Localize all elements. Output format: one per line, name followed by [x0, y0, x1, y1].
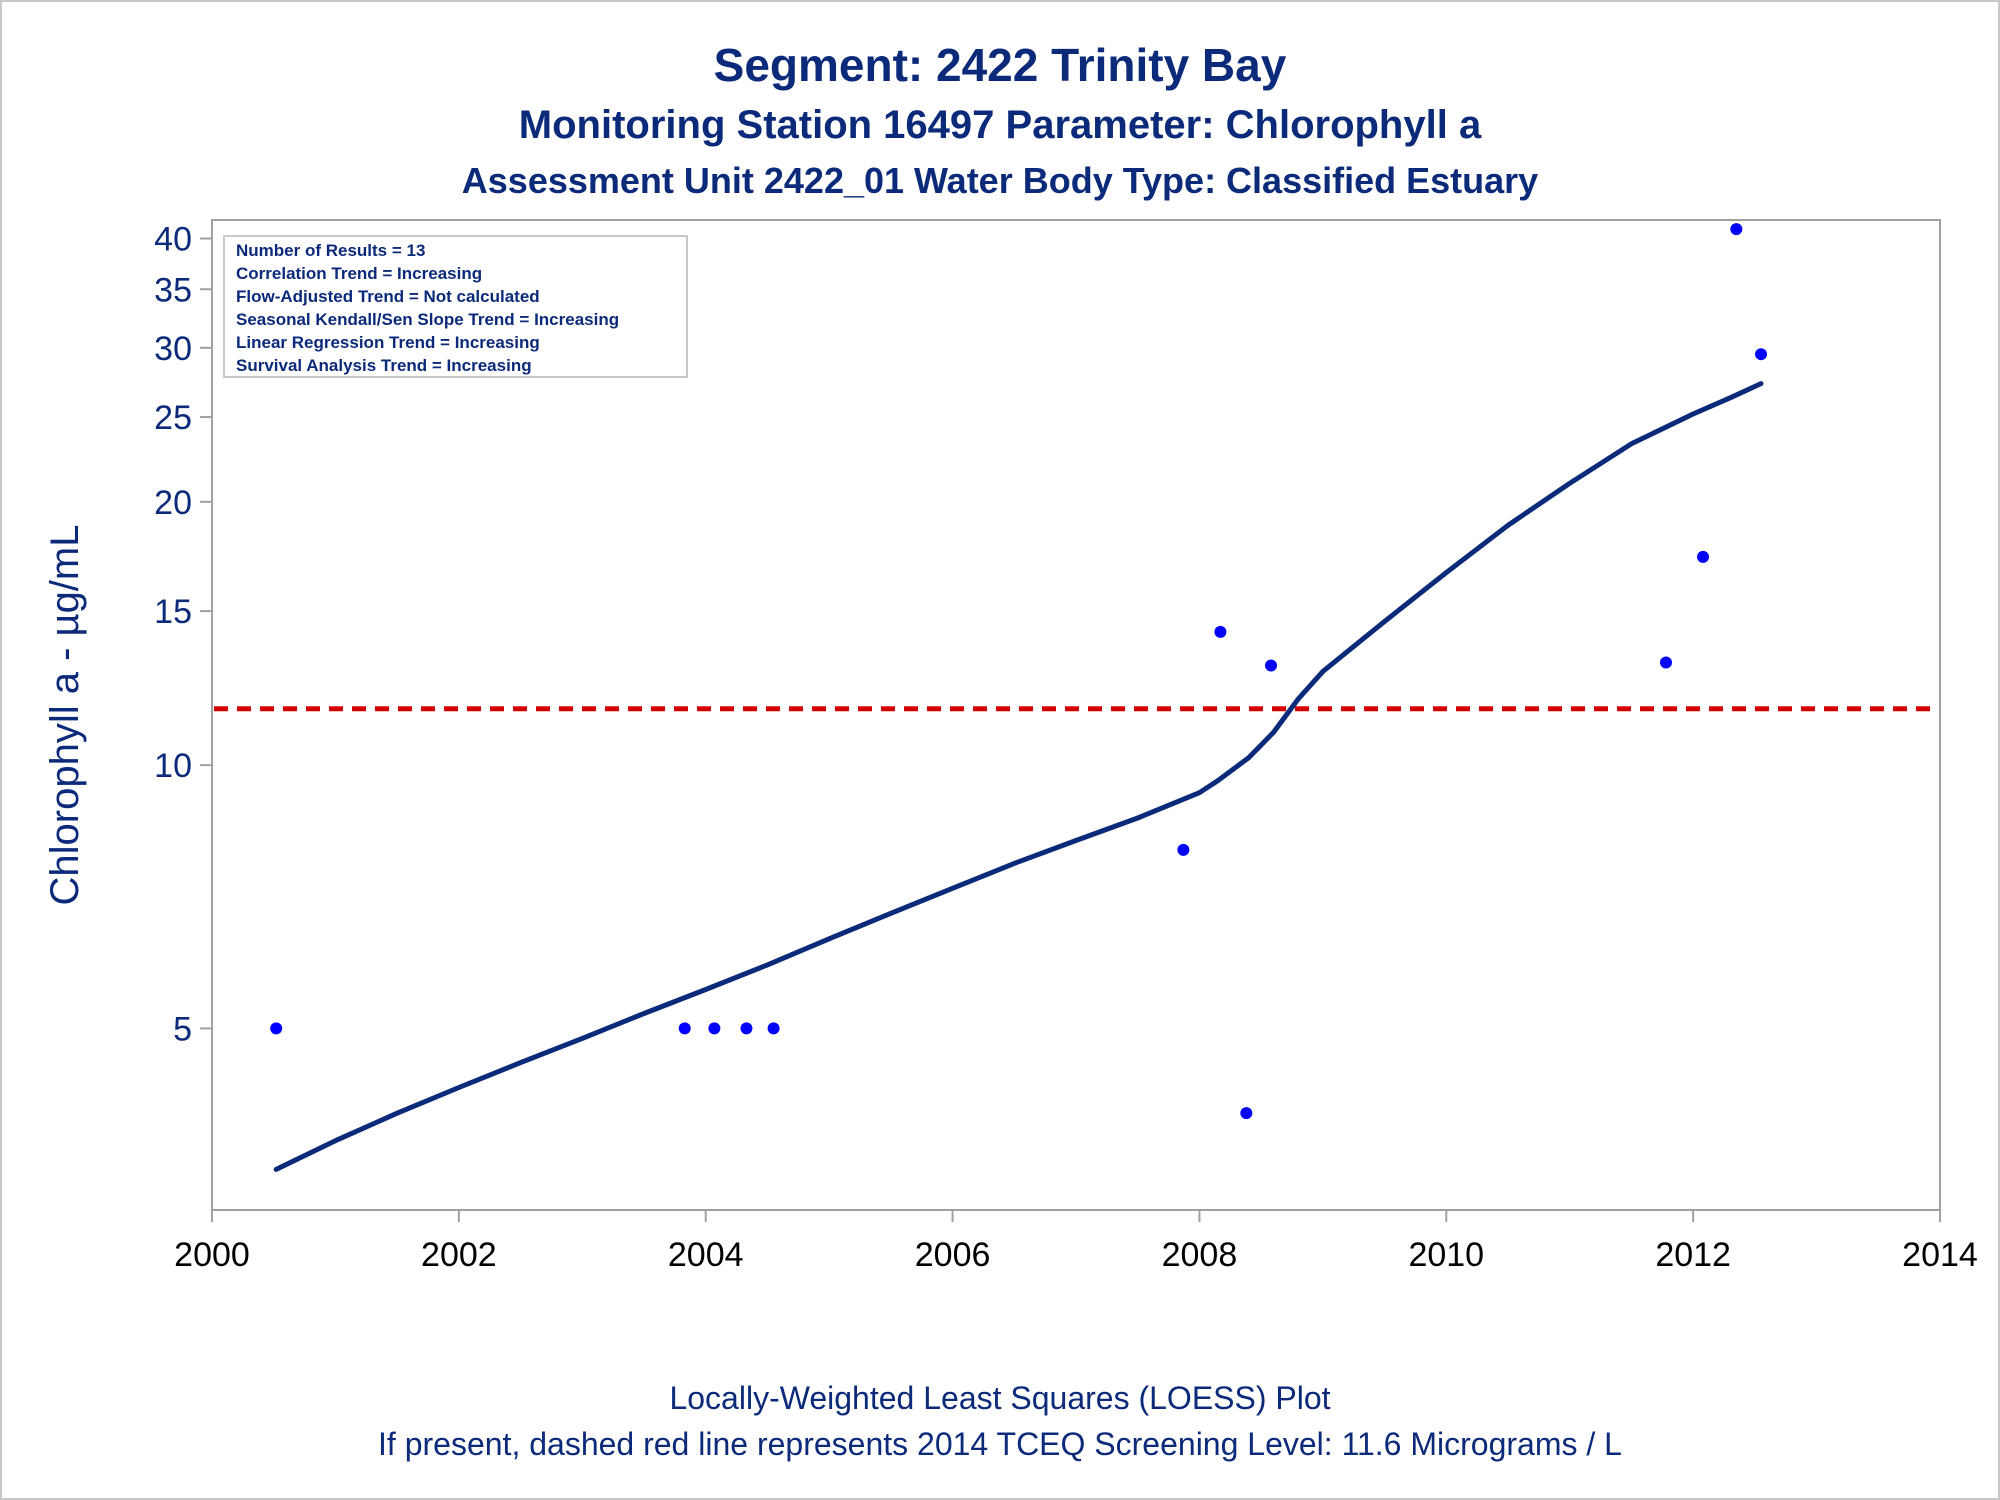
- data-point: [1240, 1107, 1253, 1120]
- data-point: [1214, 625, 1227, 638]
- info-box-line: Linear Regression Trend = Increasing: [236, 333, 540, 352]
- data-point: [270, 1022, 283, 1035]
- info-box-line: Seasonal Kendall/Sen Slope Trend = Incre…: [236, 310, 619, 329]
- loess-group: [273, 381, 1764, 1172]
- info-box-line: Survival Analysis Trend = Increasing: [236, 356, 532, 375]
- y-tick-label: 5: [173, 1010, 192, 1048]
- data-point: [1697, 550, 1710, 563]
- y-tick-label: 20: [154, 484, 192, 522]
- x-tick-label: 2000: [174, 1236, 250, 1274]
- data-point: [1659, 656, 1672, 669]
- x-tick-label: 2012: [1655, 1236, 1731, 1274]
- chart-subtitle: Monitoring Station 16497 Parameter: Chlo…: [518, 103, 1482, 147]
- loess-line: [273, 381, 1764, 1172]
- x-tick-label: 2014: [1902, 1236, 1978, 1274]
- y-tick-label: 30: [154, 330, 192, 368]
- chart-subtitle-2: Assessment Unit 2422_01 Water Body Type:…: [461, 160, 1539, 201]
- data-point: [740, 1022, 753, 1035]
- title-block: Segment: 2422 Trinity Bay Monitoring Sta…: [0, 34, 2000, 208]
- y-axis: 5 10 15 20 25 30 35 40: [154, 221, 212, 1048]
- x-axis: 2000 2002 2004 2006 2008 2010 2012 2014: [174, 1210, 1978, 1274]
- y-tick-label: 35: [154, 271, 192, 309]
- x-tick-label: 2006: [915, 1236, 991, 1274]
- data-point: [708, 1022, 721, 1035]
- data-point: [678, 1022, 691, 1035]
- x-tick-label: 2002: [421, 1236, 497, 1274]
- info-box-line: Flow-Adjusted Trend = Not calculated: [236, 287, 540, 306]
- points-group: [270, 223, 1768, 1120]
- info-box-line: Number of Results = 13: [236, 241, 425, 260]
- footnote-screening: If present, dashed red line represents 2…: [378, 1426, 1622, 1462]
- data-point: [1177, 843, 1190, 856]
- info-box-border: [223, 235, 688, 378]
- data-point: [1730, 223, 1743, 236]
- data-point: [767, 1022, 780, 1035]
- plot-area: [211, 219, 1941, 1211]
- x-tick-label: 2004: [668, 1236, 744, 1274]
- y-tick-label: 10: [154, 747, 192, 785]
- y-tick-label: 25: [154, 399, 192, 437]
- footnote-loess: Locally-Weighted Least Squares (LOESS) P…: [669, 1380, 1331, 1416]
- x-tick-label: 2008: [1162, 1236, 1238, 1274]
- y-tick-label: 15: [154, 593, 192, 631]
- y-axis-label: Chlorophyll a - µg/mL: [43, 525, 87, 906]
- y-tick-label: 40: [154, 221, 192, 259]
- x-tick-label: 2010: [1408, 1236, 1484, 1274]
- data-point: [1265, 659, 1278, 672]
- footer-notes: Locally-Weighted Least Squares (LOESS) P…: [0, 1375, 2000, 1467]
- data-point: [1755, 348, 1768, 361]
- info-box: Number of Results = 13 Correlation Trend …: [223, 235, 688, 378]
- chart-title: Segment: 2422 Trinity Bay: [713, 39, 1287, 91]
- info-box-line: Correlation Trend = Increasing: [236, 264, 482, 283]
